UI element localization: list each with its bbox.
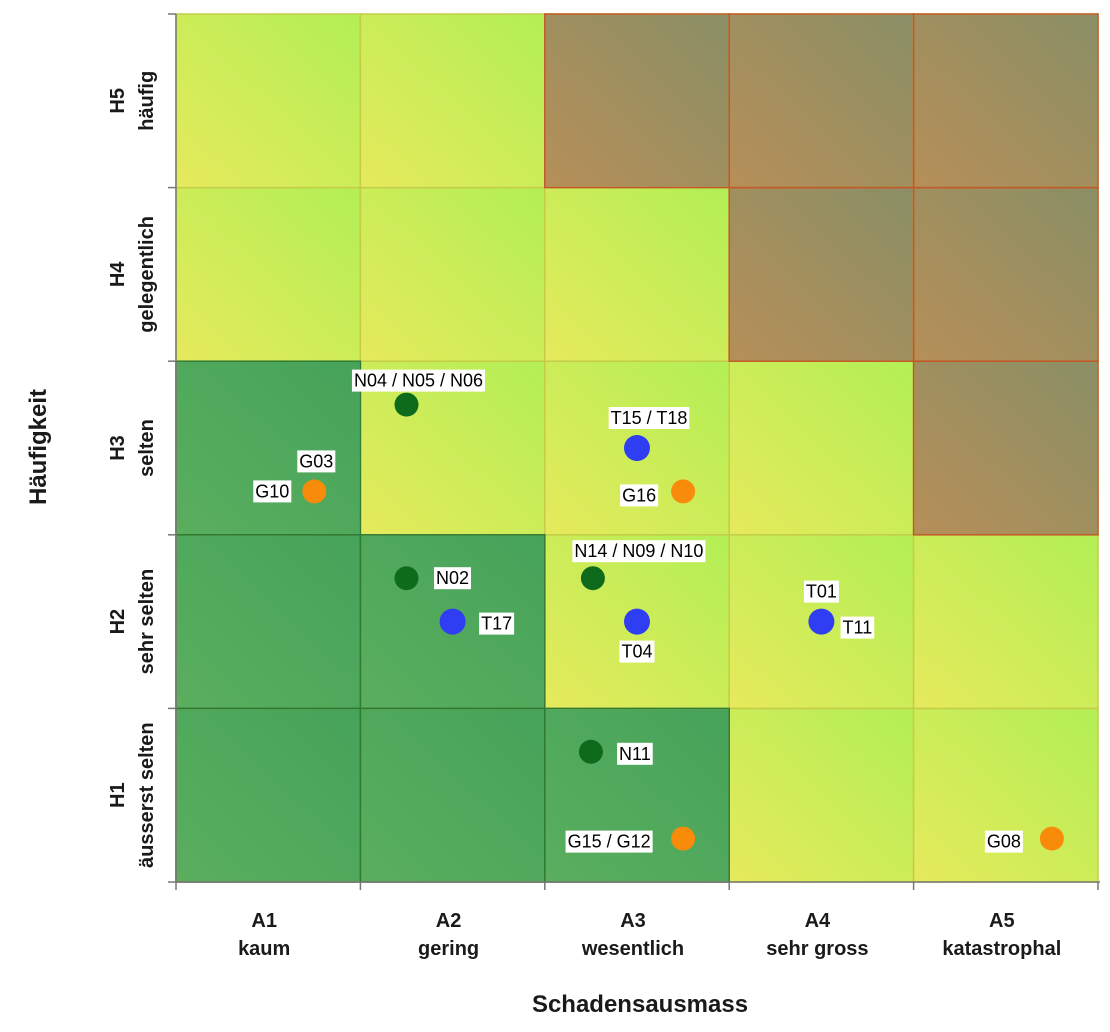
risk-cell-A5-H2 [912,534,1099,710]
point-marker-t11 [808,608,835,635]
point-label-t01: T01 [803,580,839,603]
point-label-bg [984,830,1023,853]
point-label-g15-g12: G15 / G12 [565,830,653,853]
point-label-text: G15 / G12 [568,832,651,852]
risk-cell-A5-H5 [912,13,1099,189]
point-label-bg [297,450,336,473]
risk-cell-A1-H3 [175,360,362,536]
point-label-bg [840,616,875,639]
y-tick-label-H2: sehr selten [136,569,158,675]
point-label-text: T01 [806,582,837,602]
point-label-bg [617,742,653,765]
x-tick-label-A2: gering [418,938,479,960]
y-tick-code-H4: H4 [107,261,129,287]
point-label-g16: G16 [620,484,659,507]
point-label-n14-n09-n10: N14 / N09 / N10 [572,540,706,563]
risk-cell-A4-H1 [728,707,915,883]
x-tick-code-A3: A3 [620,910,646,932]
y-tick-label-H3: selten [136,419,158,477]
risk-cell-A4-H5 [728,13,915,189]
point-marker-n14-n09-n10 [580,566,605,591]
point-label-t04: T04 [619,640,655,663]
point-marker-n02 [394,566,419,591]
risk-cell-A1-H2 [175,534,362,710]
point-label-bg [253,480,292,503]
risk-cell-A5-H1 [912,707,1099,883]
y-tick-code-H3: H3 [107,435,129,461]
point-marker-g16 [671,479,696,504]
point-label-t15-t18: T15 / T18 [608,407,690,429]
x-tick-code-A5: A5 [989,910,1015,932]
point-marker-n11 [578,739,603,764]
risk-cell-A1-H5 [175,13,362,189]
y-tick-code-H2: H2 [107,609,129,635]
point-label-bg [803,580,839,603]
point-label-text: T15 / T18 [611,408,688,428]
point-label-n11: N11 [617,742,653,765]
point-label-text: G16 [622,485,656,505]
point-marker-g10 [302,479,327,504]
point-label-text: N04 / N05 / N06 [354,371,483,391]
x-tick-code-A1: A1 [251,910,277,932]
risk-cell-A2-H4 [359,186,546,362]
y-tick-label-H1: äusserst selten [136,722,158,868]
point-label-g08: G08 [984,830,1023,853]
point-label-g10: G10 [253,480,292,503]
point-label-text: T04 [621,642,652,662]
point-label-text: N11 [619,744,651,764]
x-tick-label-A3: wesentlich [581,938,684,960]
point-label-text: N14 / N09 / N10 [574,541,703,561]
point-label-t17: T17 [479,612,515,635]
point-label-text: G03 [299,451,333,471]
point-label-text: N02 [436,568,469,588]
point-marker-t04 [624,608,650,635]
x-tick-label-A4: sehr gross [766,938,868,960]
x-tick-code-A2: A2 [436,910,462,932]
point-label-bg [608,407,690,429]
x-tick-label-A5: katastrophal [942,938,1061,960]
point-label-bg [433,567,472,590]
x-axis-title: Schadensausmass [532,991,748,1018]
risk-cell-border [912,13,1099,189]
y-tick-label-H4: gelegentlich [136,216,158,333]
point-label-bg [565,830,653,853]
point-label-bg [351,369,486,392]
point-label-text: G08 [987,832,1021,852]
point-label-text: T11 [843,618,873,638]
y-tick-code-H1: H1 [107,782,129,808]
point-label-n02: N02 [433,567,472,590]
x-tick-code-A4: A4 [805,910,831,932]
point-marker-n04-n05-n06 [394,392,419,417]
risk-cell-A3-H5 [544,13,730,189]
risk-cell-A4-H4 [728,186,915,362]
point-label-bg [479,612,515,635]
risk-cell-A5-H3 [912,360,1099,536]
risk-cell-A1-H1 [175,707,362,883]
point-label-text: T17 [481,614,512,634]
risk-cell-A2-H1 [359,707,546,883]
point-label-n04-n05-n06: N04 / N05 / N06 [351,369,486,392]
point-marker-t17 [439,608,466,635]
y-axis-title: Häufigkeit [25,389,52,505]
risk-cell-A3-H4 [544,186,730,362]
risk-cell-A1-H4 [175,186,362,362]
risk-cell-A3-H1 [544,707,730,883]
point-label-t11: T11 [840,616,875,639]
point-label-bg [619,640,655,663]
point-label-bg [620,484,659,507]
point-marker-t15-t18 [624,435,650,461]
risk-cell-A2-H5 [359,13,546,189]
x-tick-label-A1: kaum [238,938,290,960]
point-label-g03: G03 [297,450,336,473]
risk-cell-A5-H4 [912,186,1099,362]
y-tick-label-H5: häufig [136,71,158,131]
y-tick-code-H5: H5 [107,88,129,114]
point-label-text: G10 [255,481,289,501]
point-marker-g08 [1039,826,1064,851]
point-marker-g15-g12 [671,826,696,851]
risk-cell-border [359,534,546,710]
risk-cell-A4-H3 [728,360,915,536]
point-label-bg [572,540,706,563]
